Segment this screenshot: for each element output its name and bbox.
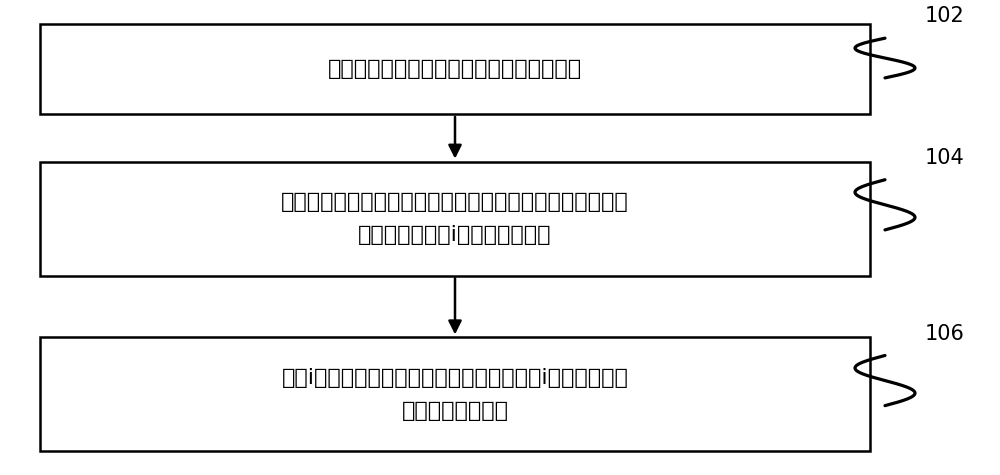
Text: 104: 104: [925, 148, 965, 168]
Text: 106: 106: [925, 323, 965, 343]
Text: 式切换回制热模式: 式切换回制热模式: [401, 401, 508, 421]
Text: 102: 102: [925, 6, 965, 26]
Text: 热模式切换到第i次第一化霜模式: 热模式切换到第i次第一化霜模式: [358, 225, 552, 245]
Text: 在第i次第一化霜模式结束后，控制空调从第i次第一化霜模: 在第i次第一化霜模式结束后，控制空调从第i次第一化霜模: [282, 368, 628, 388]
Bar: [40, 24, 870, 114]
Text: 获取空调在制热模式下的运行能力衰减速度: 获取空调在制热模式下的运行能力衰减速度: [328, 59, 582, 79]
Bar: [40, 162, 870, 276]
Text: 在运行能力衰减速度小于预设速度的情况下，控制空调从制: 在运行能力衰减速度小于预设速度的情况下，控制空调从制: [281, 192, 629, 212]
Bar: [40, 337, 870, 451]
